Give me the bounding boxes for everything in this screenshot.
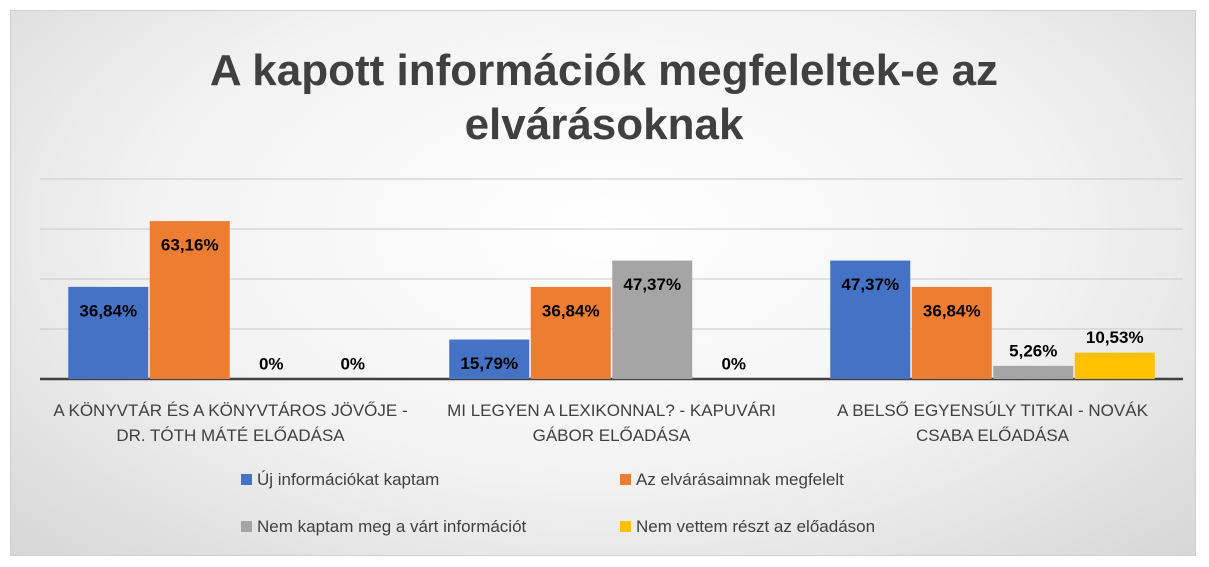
bar <box>911 286 992 379</box>
legend-swatch <box>620 521 631 532</box>
legend-item: Nem kaptam meg a várt információt <box>241 517 526 537</box>
data-label: 15,79% <box>460 354 518 373</box>
legend-swatch <box>241 521 252 532</box>
bar <box>1074 352 1155 379</box>
data-label: 0% <box>259 354 284 373</box>
data-label: 10,53% <box>1086 328 1144 347</box>
legend-item: Az elvárásaimnak megfelelt <box>620 470 844 490</box>
legend-item: Nem vettem részt az előadáson <box>620 517 875 537</box>
legend-swatch <box>241 474 252 485</box>
data-label: 5,26% <box>1009 341 1057 360</box>
bar <box>68 286 149 379</box>
x-tick-label: MI LEGYEN A LEXIKONNAL? - KAPUVÁRI GÁBOR… <box>447 401 776 445</box>
legend-swatch <box>620 474 631 485</box>
bar <box>993 365 1074 379</box>
data-label: 36,84% <box>79 301 137 320</box>
bar <box>149 221 230 379</box>
legend-label: Nem kaptam meg a várt információt <box>257 517 527 536</box>
legend-label: Nem vettem részt az előadáson <box>636 517 876 536</box>
bar <box>612 260 693 379</box>
bar <box>530 286 611 379</box>
bar <box>830 260 911 379</box>
data-label: 63,16% <box>161 236 219 255</box>
data-label: 47,37% <box>841 275 899 294</box>
legend-label: Az elvárásaimnak megfelelt <box>636 470 844 489</box>
x-tick-label: A BELSŐ EGYENSÚLY TITKAI - NOVÁK CSABA E… <box>837 401 1148 445</box>
bar <box>449 339 530 379</box>
data-label: 0% <box>340 354 365 373</box>
data-label: 0% <box>721 354 746 373</box>
legend-label: Új információkat kaptam <box>257 470 440 489</box>
data-label: 36,84% <box>542 301 600 320</box>
data-label: 36,84% <box>923 301 981 320</box>
chart-title: A kapott információk megfeleltek-e az el… <box>209 46 999 149</box>
data-label: 47,37% <box>623 275 681 294</box>
x-tick-label: A KÖNYVTÁR ÉS A KÖNYVTÁROS JÖVŐJE - DR. … <box>53 401 408 445</box>
legend-item: Új információkat kaptam <box>241 470 439 490</box>
